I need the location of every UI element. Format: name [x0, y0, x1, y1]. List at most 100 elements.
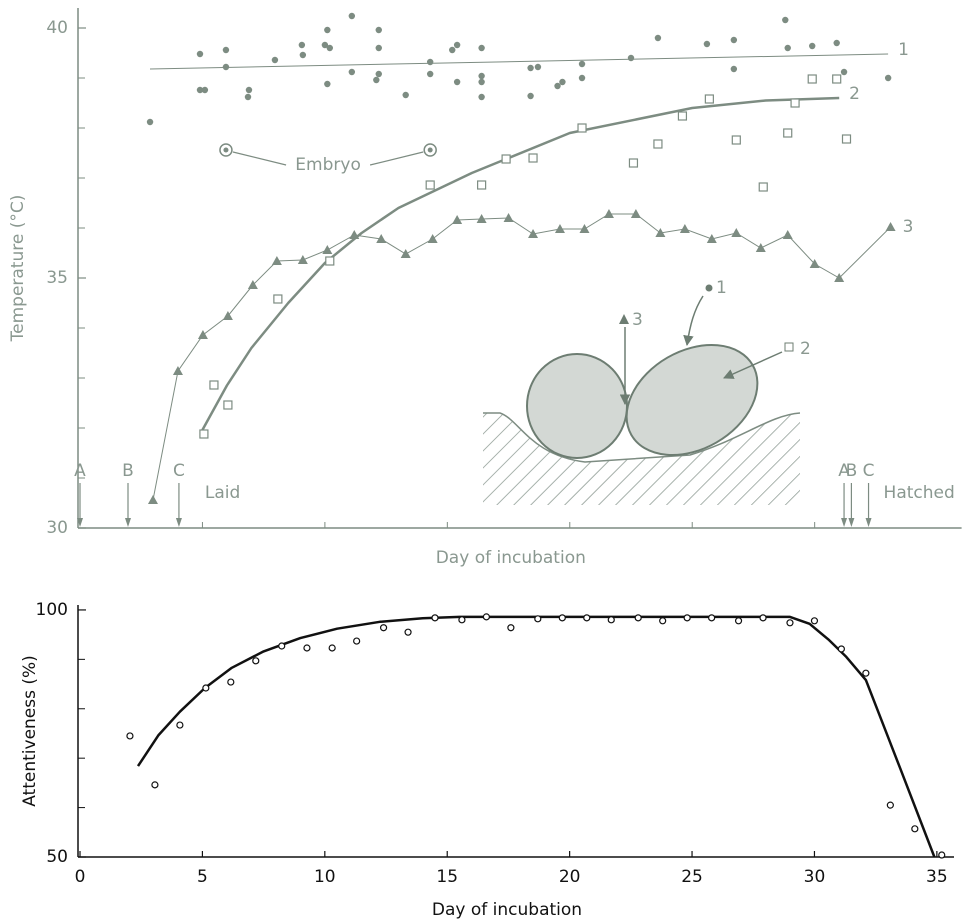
dot-point — [348, 12, 356, 20]
dot-point — [578, 60, 586, 68]
dot-point — [453, 41, 461, 49]
x-tick-label: 0 — [75, 867, 86, 887]
dot-point — [784, 44, 791, 52]
triangle-point — [349, 230, 360, 239]
triangle-point — [503, 213, 514, 222]
triangle-point — [528, 229, 539, 238]
egg-left — [526, 353, 628, 459]
dot-point — [478, 93, 485, 101]
triangle-point — [579, 224, 590, 233]
open-point — [507, 624, 515, 632]
series-label: Embryo — [295, 155, 361, 175]
y-tick-label: 40 — [46, 18, 68, 38]
dot-point — [196, 50, 204, 58]
diagram-label: 1 — [716, 278, 727, 298]
y-tick-label: 50 — [46, 847, 68, 867]
event-label: A — [838, 461, 850, 481]
triangle-point — [782, 230, 793, 239]
open-point — [708, 614, 716, 622]
open-point — [202, 684, 210, 692]
leader-line — [369, 151, 424, 166]
square-point — [807, 74, 817, 84]
dot-point — [426, 70, 434, 78]
fit-line — [136, 615, 936, 858]
open-point — [303, 644, 311, 652]
laid-label: Laid — [205, 483, 240, 503]
open-point — [607, 616, 615, 624]
triangle-point — [755, 243, 766, 252]
event-label: C — [863, 461, 875, 481]
open-point — [431, 614, 439, 622]
dot-point — [271, 56, 279, 64]
event-label: A — [74, 461, 86, 481]
square-point — [704, 94, 714, 104]
series-label: 2 — [849, 84, 860, 104]
triangle-point — [452, 215, 463, 224]
triangle-point — [706, 234, 717, 243]
triangle-point — [554, 224, 565, 233]
event-arrowhead — [848, 518, 855, 527]
square-point — [841, 134, 852, 144]
egg-diagram: 1 2 3 — [483, 278, 811, 505]
hatched-label: Hatched — [884, 483, 955, 503]
event-label: B — [122, 461, 134, 481]
dot-point — [534, 63, 542, 71]
triangle-point — [322, 245, 333, 254]
triangle-point — [809, 259, 820, 268]
triangle-point — [376, 234, 387, 243]
x-tick-label: 35 — [926, 867, 948, 887]
dot-point — [654, 34, 662, 42]
dot-point — [196, 86, 204, 94]
open-point — [886, 801, 894, 809]
triangle-point — [655, 228, 666, 237]
dot-point — [449, 46, 456, 54]
open-point — [558, 614, 566, 622]
dot-point — [375, 26, 382, 34]
open-point — [810, 617, 819, 625]
probe-1 — [705, 284, 713, 292]
dot-point — [527, 92, 534, 100]
square-point — [425, 180, 435, 190]
square-point — [653, 139, 663, 149]
dot-point — [426, 58, 434, 66]
dot-point — [478, 44, 485, 52]
dot-point — [146, 118, 154, 126]
dot-point — [627, 54, 635, 62]
x-tick-label: 5 — [197, 867, 208, 887]
dot-point — [478, 78, 485, 86]
dot-point — [884, 74, 892, 82]
square-point — [832, 74, 842, 84]
dot-point — [578, 74, 586, 82]
y-tick-label: 100 — [36, 600, 68, 620]
dot-point — [324, 80, 331, 88]
open-point — [126, 732, 134, 740]
dot-point — [559, 78, 566, 86]
square-point — [477, 180, 487, 190]
open-point — [683, 614, 691, 622]
triangle-point — [630, 209, 641, 218]
leader-line — [232, 151, 287, 166]
diagram-label: 2 — [800, 339, 811, 359]
open-point — [151, 781, 159, 789]
nest-surface — [483, 412, 801, 463]
open-point — [837, 645, 845, 653]
open-point — [176, 721, 184, 729]
x-tick-label: 15 — [436, 867, 458, 887]
triangle-point — [247, 280, 258, 289]
embryo-point — [223, 147, 229, 153]
dot-point — [244, 93, 252, 101]
y-tick-label: 35 — [46, 268, 68, 288]
y-axis-title: Attentiveness (%) — [20, 655, 40, 807]
dot-point — [730, 36, 738, 44]
y-axis-title: Temperature (°C) — [8, 195, 28, 343]
dot-point — [527, 64, 534, 72]
dot-point — [222, 46, 230, 54]
open-point — [911, 825, 919, 833]
dot-point — [373, 76, 380, 84]
dot-point — [375, 44, 382, 52]
open-point — [534, 615, 542, 623]
open-point — [759, 614, 767, 622]
triangle-point — [476, 214, 487, 223]
open-point — [458, 616, 466, 624]
square-point — [790, 98, 800, 108]
